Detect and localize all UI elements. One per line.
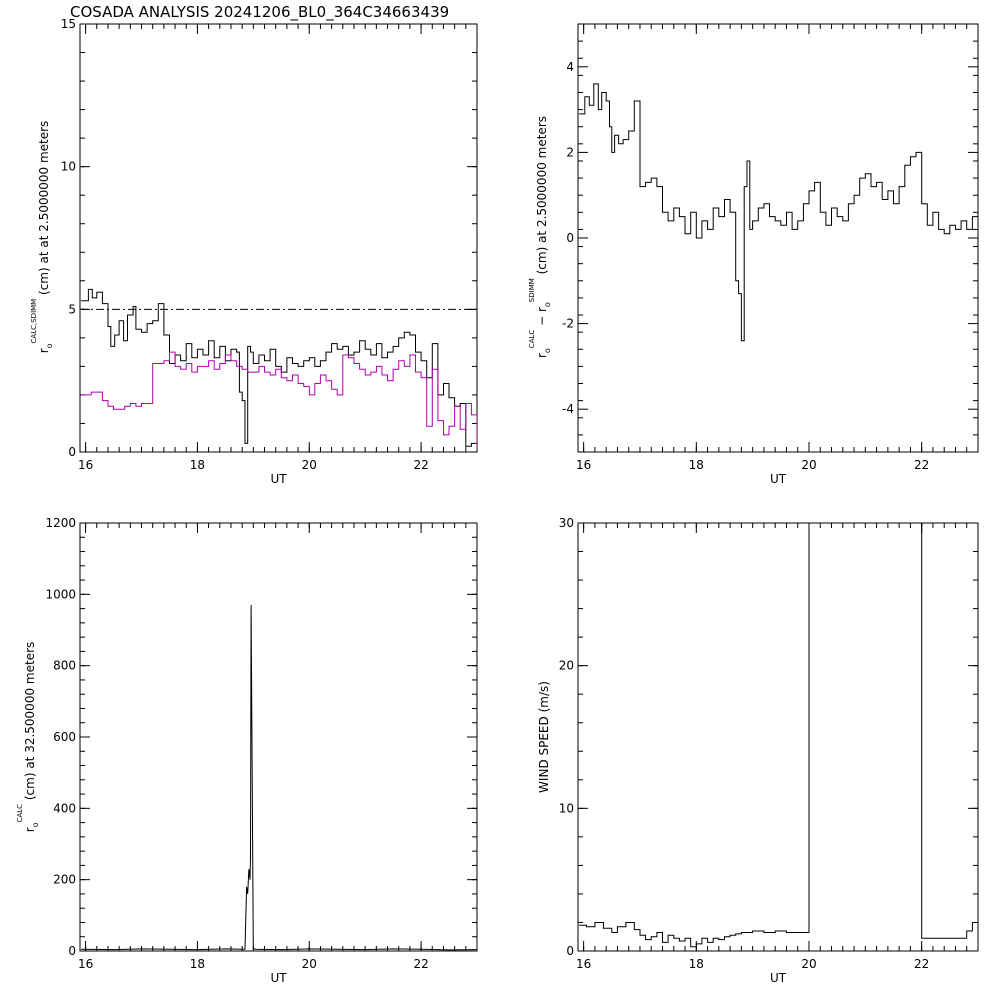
y-tick-label: -2: [562, 317, 574, 331]
y-tick-label: 30: [559, 516, 574, 530]
series-line-calc: [81, 351, 477, 450]
y-tick-label: 5: [68, 302, 76, 316]
y-tick-label: 1200: [45, 516, 76, 530]
x-tick-label: 18: [689, 458, 704, 472]
y-axis-label: roCALC (cm) at 32.500000 meters: [16, 642, 40, 833]
y-axis-label: roCALC,SDIMM (cm) at at 2.5000000 meters: [30, 121, 54, 354]
x-tick-label: 18: [689, 957, 704, 971]
panel-wind: 16 18 20 22 0 10 20 30 UT WIND SPEED (m/s): [537, 516, 979, 985]
y-tick-label: 600: [53, 730, 76, 744]
series-line-wind: [579, 523, 978, 948]
y-tick-label: 10: [559, 801, 574, 815]
x-tick-label: 16: [576, 458, 591, 472]
x-tick-label: 20: [302, 957, 317, 971]
x-tick-label: 22: [413, 957, 428, 971]
y-tick-label: 200: [53, 873, 76, 887]
x-tick-label: 16: [78, 957, 93, 971]
series-line-sdimm: [81, 288, 477, 447]
panel-ro-high: 16 18 20 22 0 200 400 600 800 1000 1200 UT roCALC (c…: [16, 516, 478, 985]
y-axis-label: roCALC − roSDIMM (cm) at 2.5000000 meter…: [528, 116, 552, 358]
panel-ro-difference: 16 18 20 22 -4 -2 0 2 4 UT roCALC − roSDIMM (cm) a…: [528, 23, 979, 486]
y-tick-label: 1000: [45, 587, 76, 601]
y-tick-label: 0: [68, 445, 76, 459]
x-tick-label: 20: [801, 458, 816, 472]
y-tick-label: 800: [53, 659, 76, 673]
x-tick-label: 22: [914, 957, 929, 971]
x-tick-label: 16: [78, 458, 93, 472]
x-axis-label: UT: [770, 971, 787, 985]
plot-frame: [577, 522, 979, 952]
series-line-difference: [579, 83, 978, 342]
x-tick-label: 22: [413, 458, 428, 472]
x-axis-label: UT: [270, 971, 287, 985]
y-tick-label: -4: [562, 402, 574, 416]
y-tick-label: 10: [61, 160, 76, 174]
y-tick-label: 0: [68, 944, 76, 958]
y-tick-label: 0: [566, 231, 574, 245]
x-tick-label: 18: [190, 957, 205, 971]
y-tick-label: 4: [566, 60, 574, 74]
panel-ro-compare: 16 18 20 22 0 5 10 15 UT roCALC,SDIMM (cm) at at …: [30, 17, 478, 486]
page-title: COSADA ANALYSIS 20241206_BL0_364C3466343…: [70, 3, 449, 22]
x-tick-label: 22: [914, 458, 929, 472]
x-tick-label: 20: [302, 458, 317, 472]
y-tick-label: 0: [566, 944, 574, 958]
plot-frame: [79, 522, 478, 952]
y-tick-label: 20: [559, 659, 574, 673]
plot-frame: [577, 23, 979, 453]
x-tick-label: 20: [801, 957, 816, 971]
y-tick-label: 15: [61, 17, 76, 31]
x-axis-label: UT: [270, 472, 287, 486]
y-tick-label: 400: [53, 801, 76, 815]
x-tick-label: 18: [190, 458, 205, 472]
plot-frame: [79, 23, 478, 453]
y-tick-label: 2: [566, 145, 574, 159]
x-axis-label: UT: [770, 472, 787, 486]
x-tick-label: 16: [576, 957, 591, 971]
series-line-calc_high: [81, 604, 477, 951]
y-axis-label: WIND SPEED (m/s): [537, 681, 551, 793]
